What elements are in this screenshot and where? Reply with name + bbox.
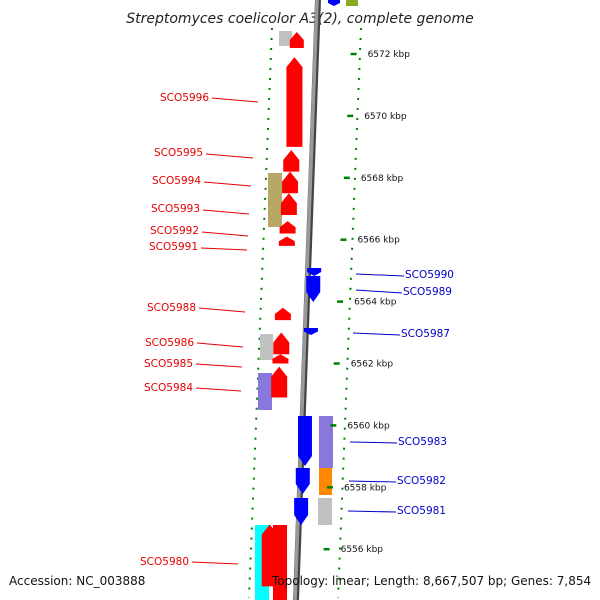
forward-gene-arrow[interactable] bbox=[271, 366, 288, 398]
gene-label-sco5990[interactable]: SCO5990 bbox=[405, 269, 454, 281]
scale-tick-label: 6570 kbp bbox=[364, 112, 407, 122]
forward-gene-arrow[interactable] bbox=[273, 332, 290, 355]
gene-label-leader bbox=[349, 441, 398, 444]
reverse-gene-arrow[interactable] bbox=[295, 468, 310, 494]
gene-label-sco5986[interactable]: SCO5986 bbox=[145, 337, 194, 349]
cog-box-lavender bbox=[258, 373, 272, 410]
scale-tick-label: 6558 kbp bbox=[344, 483, 387, 493]
reverse-gene-arrow[interactable] bbox=[303, 328, 318, 335]
gene-label-sco5988[interactable]: SCO5988 bbox=[147, 302, 196, 314]
topology-text: Topology: linear; Length: 8,667,507 bp; … bbox=[272, 574, 592, 588]
reverse-gene-arrow[interactable] bbox=[307, 268, 322, 276]
gene-label-leader bbox=[198, 307, 246, 313]
gene-label-leader bbox=[352, 332, 401, 336]
cog-box-olive bbox=[346, 0, 358, 6]
forward-gene-arrow[interactable] bbox=[286, 57, 303, 147]
gene-label-sco5991[interactable]: SCO5991 bbox=[149, 241, 198, 253]
cog-box-khaki bbox=[268, 173, 282, 227]
gene-label-sco5980[interactable]: SCO5980 bbox=[140, 556, 189, 568]
gene-label-leader bbox=[205, 153, 254, 159]
left-lane-border bbox=[248, 27, 273, 599]
forward-gene-arrow[interactable] bbox=[279, 221, 296, 234]
gene-label-sco5984[interactable]: SCO5984 bbox=[144, 382, 193, 394]
map-title: Streptomyces coelicolor A3(2), complete … bbox=[126, 11, 474, 27]
scale-tick-label: 6556 kbp bbox=[341, 545, 384, 555]
gene-label-leader bbox=[195, 363, 243, 368]
gene-labels[interactable]: SCO5996 SCO5995 SCO5994 SCO5993 SCO5992 SCO59… bbox=[140, 92, 454, 568]
scale-tick-label: 6572 kbp bbox=[368, 50, 411, 60]
cog-box-lavender bbox=[319, 416, 333, 468]
forward-gene-arrow[interactable] bbox=[289, 32, 304, 48]
scale-tick-label: 6560 kbp bbox=[347, 421, 390, 431]
gene-label-leader bbox=[195, 387, 242, 392]
gene-label-sco5983[interactable]: SCO5983 bbox=[398, 436, 447, 448]
gene-label-leader bbox=[196, 342, 244, 348]
gene-label-leader bbox=[201, 231, 249, 237]
gene-label-leader bbox=[191, 561, 239, 565]
gene-label-leader bbox=[200, 247, 248, 251]
gene-label-sco5993[interactable]: SCO5993 bbox=[151, 203, 200, 215]
reverse-gene-arrow[interactable] bbox=[297, 416, 312, 466]
reverse-gene-arrow[interactable] bbox=[306, 276, 321, 302]
right-lane-border bbox=[337, 27, 362, 599]
reverse-gene-arrow[interactable] bbox=[294, 498, 309, 525]
forward-gene-arrow[interactable] bbox=[261, 524, 278, 587]
cog-box-orange bbox=[319, 468, 332, 495]
gene-label-leader bbox=[203, 181, 252, 187]
gene-label-sco5994[interactable]: SCO5994 bbox=[152, 175, 201, 187]
forward-gene-arrow[interactable] bbox=[282, 171, 299, 194]
scale-tick-label: 6568 kbp bbox=[361, 174, 404, 184]
gene-label-sco5996[interactable]: SCO5996 bbox=[160, 92, 209, 104]
scale-tick-label: 6562 kbp bbox=[351, 360, 394, 370]
gene-label-leader bbox=[348, 480, 397, 483]
gene-label-sco5995[interactable]: SCO5995 bbox=[154, 147, 203, 159]
gene-label-sco5992[interactable]: SCO5992 bbox=[150, 225, 199, 237]
gene-label-leader bbox=[355, 273, 405, 277]
reverse-gene-arrow[interactable] bbox=[328, 0, 340, 6]
gene-label-leader bbox=[202, 209, 250, 215]
forward-gene-arrow[interactable] bbox=[274, 307, 291, 321]
forward-gene-arrow[interactable] bbox=[278, 236, 295, 246]
gene-label-sco5982[interactable]: SCO5982 bbox=[397, 475, 446, 487]
kbp-scale: 6572 kbp 6570 kbp 6568 kbp 6566 kbp 6564 kbp… bbox=[323, 50, 411, 555]
forward-gene-arrow[interactable] bbox=[280, 193, 297, 215]
forward-gene-arrow[interactable] bbox=[283, 149, 300, 172]
gene-label-leader bbox=[211, 97, 259, 103]
gene-label-leader bbox=[347, 510, 397, 513]
gene-label-sco5989[interactable]: SCO5989 bbox=[403, 286, 452, 298]
gene-label-sco5987[interactable]: SCO5987 bbox=[401, 328, 450, 340]
scale-tick-label: 6564 kbp bbox=[354, 298, 397, 308]
gene-label-leader bbox=[355, 289, 403, 294]
accession-text: Accession: NC_003888 bbox=[9, 574, 146, 588]
gene-label-sco5981[interactable]: SCO5981 bbox=[397, 505, 446, 517]
gene-label-sco5985[interactable]: SCO5985 bbox=[144, 358, 193, 370]
cog-box-gray bbox=[260, 334, 273, 360]
forward-gene-arrow[interactable] bbox=[272, 354, 289, 364]
gene-arrows[interactable] bbox=[261, 0, 340, 587]
cog-box-gray bbox=[318, 498, 332, 525]
cog-box-gray bbox=[279, 31, 292, 46]
scale-tick-label: 6566 kbp bbox=[357, 236, 400, 246]
